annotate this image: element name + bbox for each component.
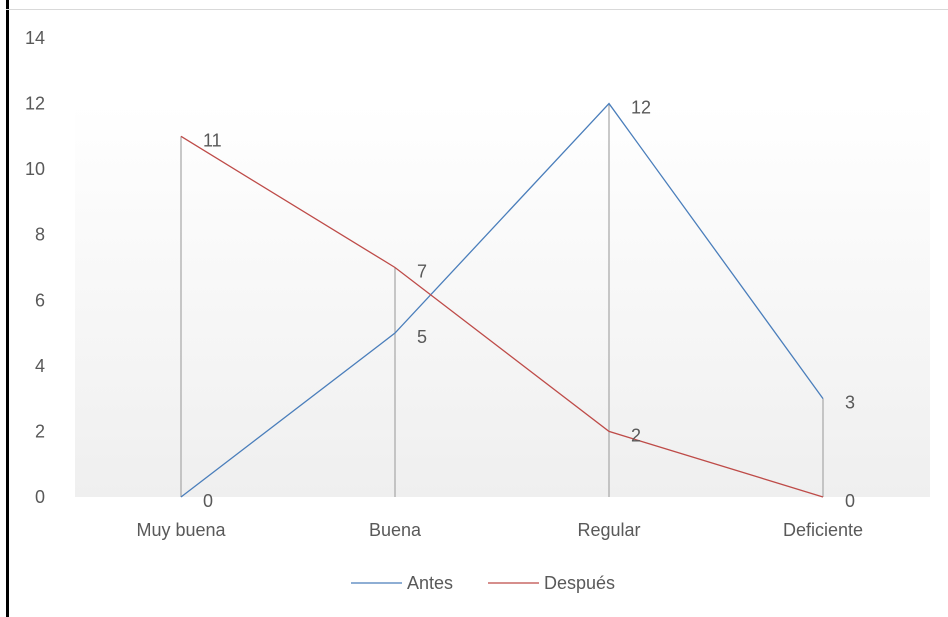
plot-area (75, 103, 930, 498)
y-tick-label: 8 (35, 225, 45, 245)
y-tick-label: 6 (35, 290, 45, 310)
data-label: 3 (845, 393, 855, 413)
legend: Antes Después (351, 573, 615, 593)
frame-top-border (6, 9, 948, 10)
legend-label: Después (544, 573, 615, 593)
frame-left-border (6, 0, 9, 617)
y-axis: 0 2 4 6 8 10 12 14 (25, 28, 45, 507)
y-tick-label: 2 (35, 421, 45, 441)
y-tick-label: 12 (25, 94, 45, 114)
data-label: 5 (417, 327, 427, 347)
x-tick-label: Muy buena (136, 520, 226, 540)
y-tick-label: 0 (35, 487, 45, 507)
series-line-despus (180, 135, 824, 498)
x-tick-label: Deficiente (783, 520, 863, 540)
data-label: 0 (845, 491, 855, 511)
data-label: 7 (417, 262, 427, 282)
data-label: 11 (203, 130, 222, 150)
data-label: 2 (631, 425, 641, 445)
y-tick-label: 10 (25, 159, 45, 179)
data-labels: 0 5 12 3 11 7 2 0 (203, 98, 855, 511)
data-label: 12 (631, 98, 651, 118)
x-axis: Muy buena Buena Regular Deficiente (136, 520, 863, 540)
series-lines (180, 102, 824, 498)
legend-label: Antes (407, 573, 453, 593)
x-tick-label: Regular (577, 520, 640, 540)
series-line-antes (180, 102, 824, 498)
x-tick-label: Buena (369, 520, 422, 540)
y-tick-label: 4 (35, 356, 45, 376)
y-tick-label: 14 (25, 28, 45, 48)
data-label: 0 (203, 491, 213, 511)
